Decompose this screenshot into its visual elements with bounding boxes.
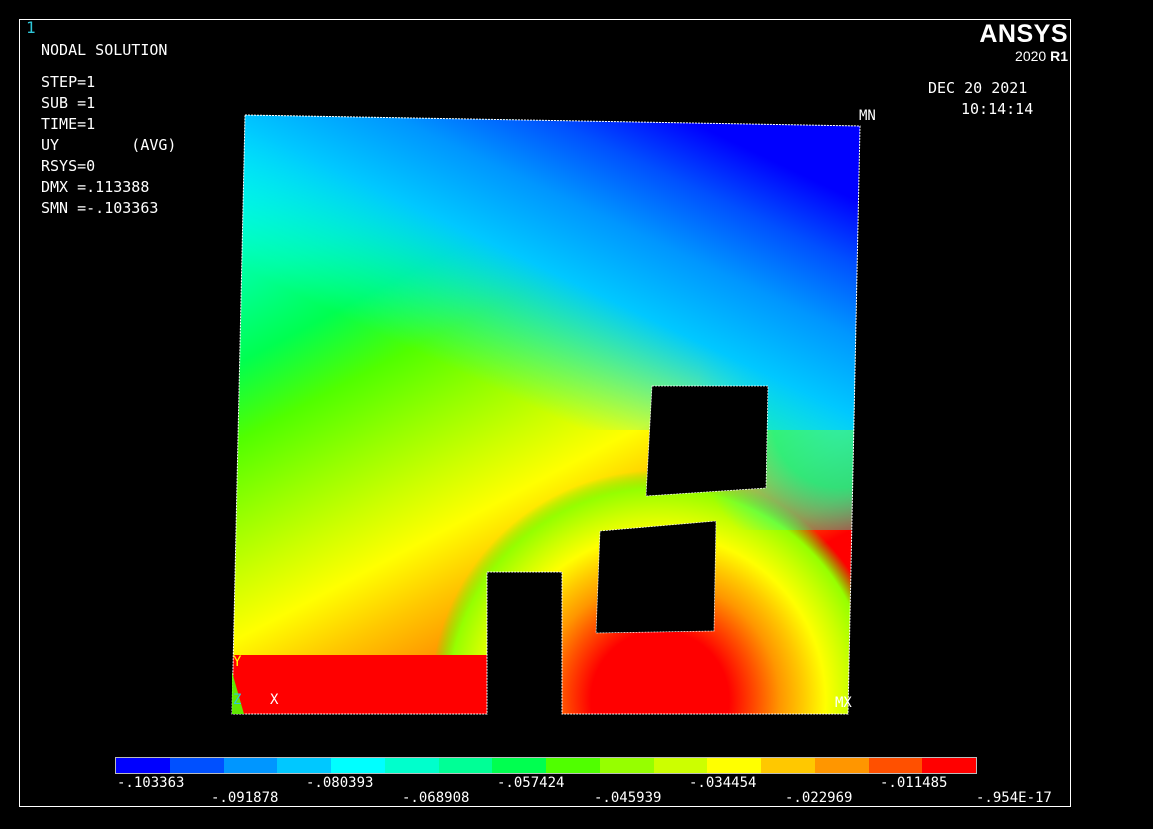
legend-color-band-5 — [331, 758, 385, 773]
version-year: 2020 — [1015, 48, 1047, 64]
window-number: 1 — [26, 18, 36, 37]
info-dmx: DMX =.113388 — [41, 178, 150, 196]
legend-color-band-13 — [761, 758, 815, 773]
legend-label-bottom-3: -.045939 — [594, 790, 662, 806]
legend-label-top-1: -.103363 — [117, 775, 185, 791]
legend-color-band-6 — [384, 758, 439, 773]
legend-color-band-16 — [922, 758, 976, 773]
triad-x-label: X — [270, 692, 279, 708]
plot-title: NODAL SOLUTION — [41, 41, 168, 59]
legend-color-band-10 — [599, 758, 654, 773]
info-result-item: UY (AVG) — [41, 136, 177, 154]
legend-label-bottom-4: -.022969 — [785, 790, 853, 806]
legend-color-band-2 — [169, 758, 224, 773]
legend-label-bottom-5: -.954E-17 — [976, 790, 1052, 806]
min-marker: MN — [859, 108, 876, 124]
ansys-logo: ANSYS 2020 R1 — [979, 20, 1068, 64]
legend-label-top-5: -.011485 — [880, 775, 948, 791]
legend-color-band-8 — [492, 758, 546, 773]
hole-upper — [645, 385, 769, 497]
plot-time: 10:14:14 — [961, 100, 1034, 118]
info-rsys: RSYS=0 — [41, 157, 96, 175]
hole-lower — [595, 520, 717, 634]
triad-z-label: Z — [233, 692, 242, 708]
legend-color-band-14 — [814, 758, 869, 773]
legend-color-band-3 — [223, 758, 278, 773]
legend-color-band-12 — [707, 758, 761, 773]
brand-version: 2020 R1 — [979, 48, 1068, 64]
legend-label-top-4: -.034454 — [689, 775, 757, 791]
brand-name: ANSYS — [979, 20, 1068, 48]
triad-y-label: Y — [233, 654, 242, 670]
graphics-window-frame — [19, 19, 1071, 807]
legend-label-bottom-2: -.068908 — [402, 790, 470, 806]
info-sub: SUB =1 — [41, 94, 96, 112]
info-step: STEP=1 — [41, 73, 96, 91]
legend-color-band-9 — [546, 758, 600, 773]
legend-label-top-2: -.080393 — [306, 775, 374, 791]
info-time: TIME=1 — [41, 115, 96, 133]
max-marker: MX — [835, 695, 852, 711]
legend-label-top-3: -.057424 — [497, 775, 565, 791]
version-release: R1 — [1050, 48, 1068, 64]
legend-color-band-15 — [868, 758, 923, 773]
legend-color-band-4 — [277, 758, 331, 773]
legend-label-bottom-1: -.091878 — [211, 790, 279, 806]
plot-date: DEC 20 2021 — [928, 79, 1028, 97]
info-smn: SMN =-.103363 — [41, 199, 159, 217]
contour-legend-bar — [115, 757, 977, 774]
legend-color-band-7 — [438, 758, 493, 773]
legend-color-band-11 — [653, 758, 708, 773]
legend-color-band-1 — [116, 758, 170, 773]
